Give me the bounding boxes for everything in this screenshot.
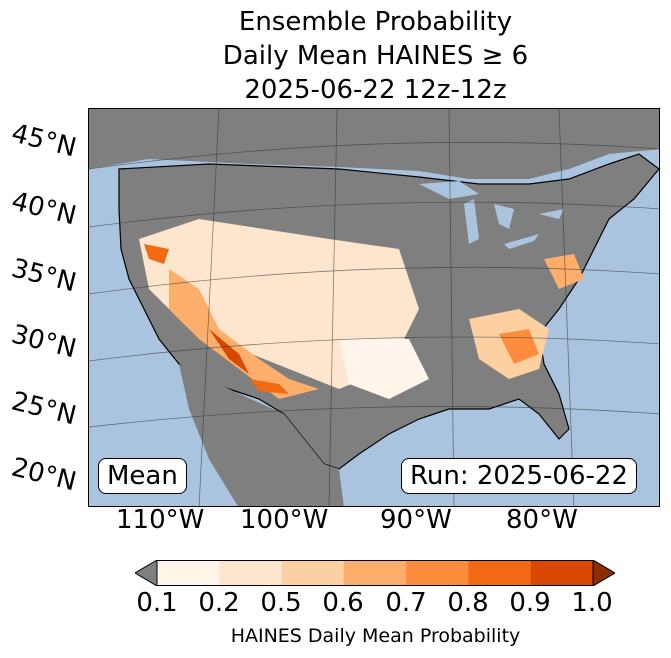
lake-michigan (464, 199, 479, 244)
graticule (89, 109, 659, 506)
lat-label-45: 45°N (8, 118, 80, 164)
lon-label-100: 100°W (240, 505, 329, 535)
colorbar-tick-7: 1.0 (571, 588, 613, 618)
map-panel (88, 108, 660, 507)
colorbar-over-arrow (592, 560, 615, 586)
lat-label-25: 25°N (8, 386, 80, 432)
colorbar-cell-4 (406, 560, 469, 586)
lake-erie (504, 234, 539, 249)
colorbar-cell-3 (343, 560, 407, 586)
colorbar-cell-5 (468, 560, 532, 586)
colorbar-frame (156, 560, 594, 586)
run-date-box: Run: 2025-06-22 (401, 458, 637, 494)
lat-label-20: 20°N (8, 452, 80, 498)
colorbar-cell-0 (157, 560, 220, 586)
colorbar-tick-4: 0.7 (385, 588, 427, 618)
lon-label-110: 110°W (116, 505, 205, 535)
colorbar-under-arrow (135, 560, 158, 586)
lake-huron (494, 204, 514, 229)
lon-label-90: 90°W (380, 505, 452, 535)
lon-label-80: 80°W (506, 505, 578, 535)
title-line-2: Daily Mean HAINES ≥ 6 (222, 41, 529, 71)
probability-field (139, 219, 584, 399)
colorbar-cell-6 (530, 560, 594, 586)
colorbar (135, 560, 615, 586)
colorbar-tick-0: 0.1 (136, 588, 178, 618)
lat-label-30: 30°N (8, 319, 80, 365)
colorbar-cell-2 (281, 560, 345, 586)
colorbar-tick-1: 0.2 (198, 588, 240, 618)
lat-label-40: 40°N (8, 186, 80, 232)
colorbar-cells (157, 560, 594, 586)
lake-ontario (539, 209, 564, 219)
mexico-land (179, 364, 344, 506)
lake-superior (419, 181, 479, 199)
colorbar-tick-5: 0.8 (447, 588, 489, 618)
lat-label-35: 35°N (8, 253, 80, 299)
colorbar-tick-3: 0.6 (322, 588, 364, 618)
map-canvas (89, 109, 659, 506)
colorbar-tick-6: 0.9 (509, 588, 551, 618)
colorbar-tick-2: 0.5 (260, 588, 302, 618)
colorbar-cell-1 (219, 560, 283, 586)
colorbar-label: HAINES Daily Mean Probability (230, 625, 521, 647)
mean-label-box: Mean (98, 458, 187, 494)
title-line-3: 2025-06-22 12z-12z (244, 75, 507, 105)
title-line-1: Ensemble Probability (238, 7, 513, 37)
